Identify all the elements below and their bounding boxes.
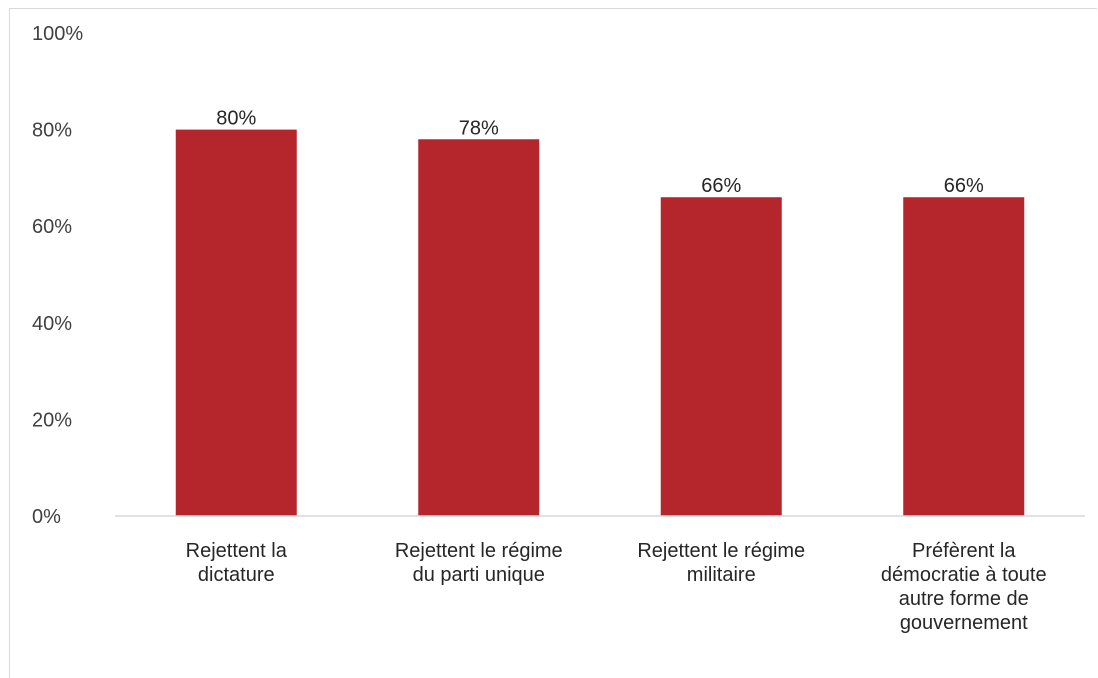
data-label: 78% <box>459 117 499 139</box>
y-axis: 0% 20% 40% 60% 80% 100% <box>32 23 83 528</box>
chart-frame <box>9 8 1097 678</box>
bar <box>418 139 540 516</box>
data-label: 66% <box>701 175 741 197</box>
bar <box>903 197 1025 516</box>
x-axis: Rejettent la dictature Rejettent le régime… <box>186 540 1047 634</box>
x-tick-label-line: Rejettent la <box>186 540 288 562</box>
y-tick-label: 60% <box>32 216 72 238</box>
x-tick-label-line: du parti unique <box>413 564 545 586</box>
data-labels: 80% 78% 66% 66% <box>216 108 984 198</box>
x-tick-label-line: Rejettent le régime <box>395 540 563 562</box>
x-tick-label-line: dictature <box>198 564 275 586</box>
x-tick-label: Préfèrent la démocratie à toute autre form… <box>881 540 1047 634</box>
x-tick-label-line: militaire <box>687 564 756 586</box>
x-tick-label-line: Préfèrent la <box>912 540 1016 562</box>
bar <box>175 129 297 516</box>
y-tick-label: 100% <box>32 23 83 45</box>
x-tick-label-line: démocratie à toute <box>881 564 1047 586</box>
y-tick-label: 20% <box>32 409 72 431</box>
x-tick-label: Rejettent le régime du parti unique <box>395 540 563 586</box>
y-tick-label: 0% <box>32 506 61 528</box>
bar <box>660 197 782 516</box>
x-tick-label: Rejettent le régime militaire <box>637 540 805 586</box>
data-label: 66% <box>944 175 984 197</box>
y-tick-label: 40% <box>32 313 72 335</box>
x-tick-label-line: autre forme de <box>899 588 1029 610</box>
x-tick-label-line: gouvernement <box>900 612 1028 634</box>
x-tick-label-line: Rejettent le régime <box>637 540 805 562</box>
y-tick-label: 80% <box>32 120 72 142</box>
data-label: 80% <box>216 108 256 130</box>
bars <box>175 129 1025 516</box>
x-tick-label: Rejettent la dictature <box>186 540 288 586</box>
